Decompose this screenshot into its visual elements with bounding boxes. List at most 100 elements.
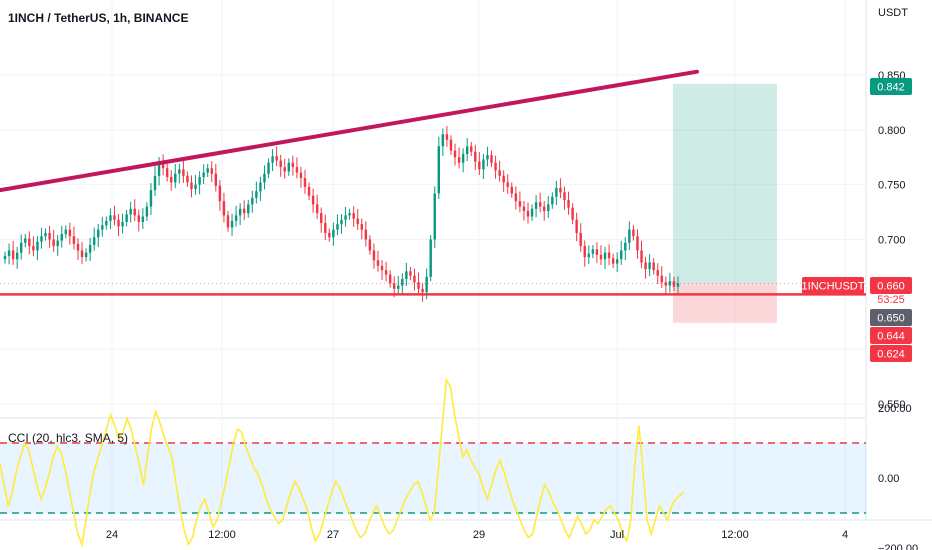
candle-body-106 [433,193,436,240]
candle-body-13 [56,240,59,247]
candle-body-25 [105,220,108,226]
candle-149 [607,244,611,266]
currency-label: USDT [878,7,908,19]
candle-153 [624,237,627,261]
candle-body-153 [624,242,627,251]
candle-90 [368,235,372,255]
candle-body-47 [194,184,197,190]
candle-76 [311,188,315,213]
candle-154 [628,221,631,250]
candle-89 [364,221,368,247]
candle-body-99 [405,271,408,279]
candle-body-88 [360,224,363,230]
candle-body-56 [230,220,234,228]
candle-body-10 [44,232,47,237]
candle-body-31 [129,208,132,215]
candle-93 [380,260,384,280]
candle-86 [352,206,355,227]
candle-body-124 [506,182,509,187]
candle-body-7 [32,246,35,251]
candle-52 [214,164,218,192]
candle-60 [247,200,250,218]
time-axis[interactable]: 24 12:00 27 29 Jul 12:00 4 [106,529,848,541]
candle-body-97 [397,285,400,289]
resistance-trendline [0,69,699,193]
candle-161 [656,263,659,285]
candle-110 [449,135,453,156]
candle-body-92 [376,260,380,266]
candle-body-1 [7,250,11,256]
candle-body-114 [465,146,469,154]
candle-body-112 [457,157,461,163]
candle-body-89 [364,229,368,240]
candle-body-12 [52,239,55,247]
candle-82 [336,214,339,236]
candle-47 [194,175,197,195]
candle-body-77 [315,204,319,214]
candle-body-160 [652,262,655,271]
last-price-tag: 0.660 [870,277,912,294]
candle-body-2 [11,250,15,260]
price-tick-label-1: 0.800 [878,125,906,137]
candle-127 [518,191,522,213]
candle-body-110 [449,139,453,151]
candle-136 [555,180,558,206]
candle-130 [530,204,534,221]
candle-body-123 [502,175,505,183]
candle-107 [437,136,441,200]
symbol-tag-bg [802,277,864,294]
candle-126 [514,186,518,210]
candle-body-111 [453,150,457,158]
candle-body-11 [48,232,51,240]
candle-121 [494,155,497,179]
candle-37 [153,166,157,196]
candle-97 [397,275,400,295]
candle-body-64 [263,173,266,183]
trendlines[interactable] [0,69,866,296]
candle-body-104 [425,276,428,293]
candle-156 [636,229,639,259]
candle-body-93 [380,265,384,271]
candle-body-8 [36,241,39,251]
candle-64 [263,165,266,190]
long-position-tool[interactable] [673,83,777,323]
candle-50 [206,163,209,177]
symbol-tag-text: 1INCHUSDT [802,281,865,293]
candle-113 [461,148,465,173]
candle-body-33 [137,215,141,222]
candle-body-158 [644,262,647,270]
candle-body-125 [510,186,513,194]
candle-body-85 [348,213,351,216]
candle-57 [234,205,238,227]
candle-51 [210,161,213,183]
candle-56 [230,213,234,236]
candle-body-68 [279,160,282,168]
candle-body-150 [611,258,615,264]
cci-tick-label-2: −200.00 [878,543,918,550]
time-tick-label-4: Jul [610,529,624,541]
candle-151 [615,252,619,272]
candle-body-102 [417,282,420,289]
candle-92 [376,250,380,272]
candle-body-67 [275,156,278,161]
candle-body-38 [157,162,161,176]
stop-price-tag-1-text: 0.644 [877,331,905,343]
cci-title: CCI (20, hlc3, SMA, 5) [8,431,128,445]
candle-73 [299,166,303,188]
candle-12 [52,229,55,252]
stop-price-tag-1-bg [870,327,912,344]
candle-147 [599,245,603,265]
candle-body-23 [97,229,100,238]
candle-5 [24,234,27,248]
candle-body-9 [40,236,43,242]
candle-body-120 [490,155,493,163]
candle-body-107 [437,146,441,194]
candle-10 [44,228,47,241]
candle-body-40 [165,168,169,177]
candle-25 [105,216,108,230]
candle-body-166 [676,283,680,287]
candle-4 [20,234,23,260]
